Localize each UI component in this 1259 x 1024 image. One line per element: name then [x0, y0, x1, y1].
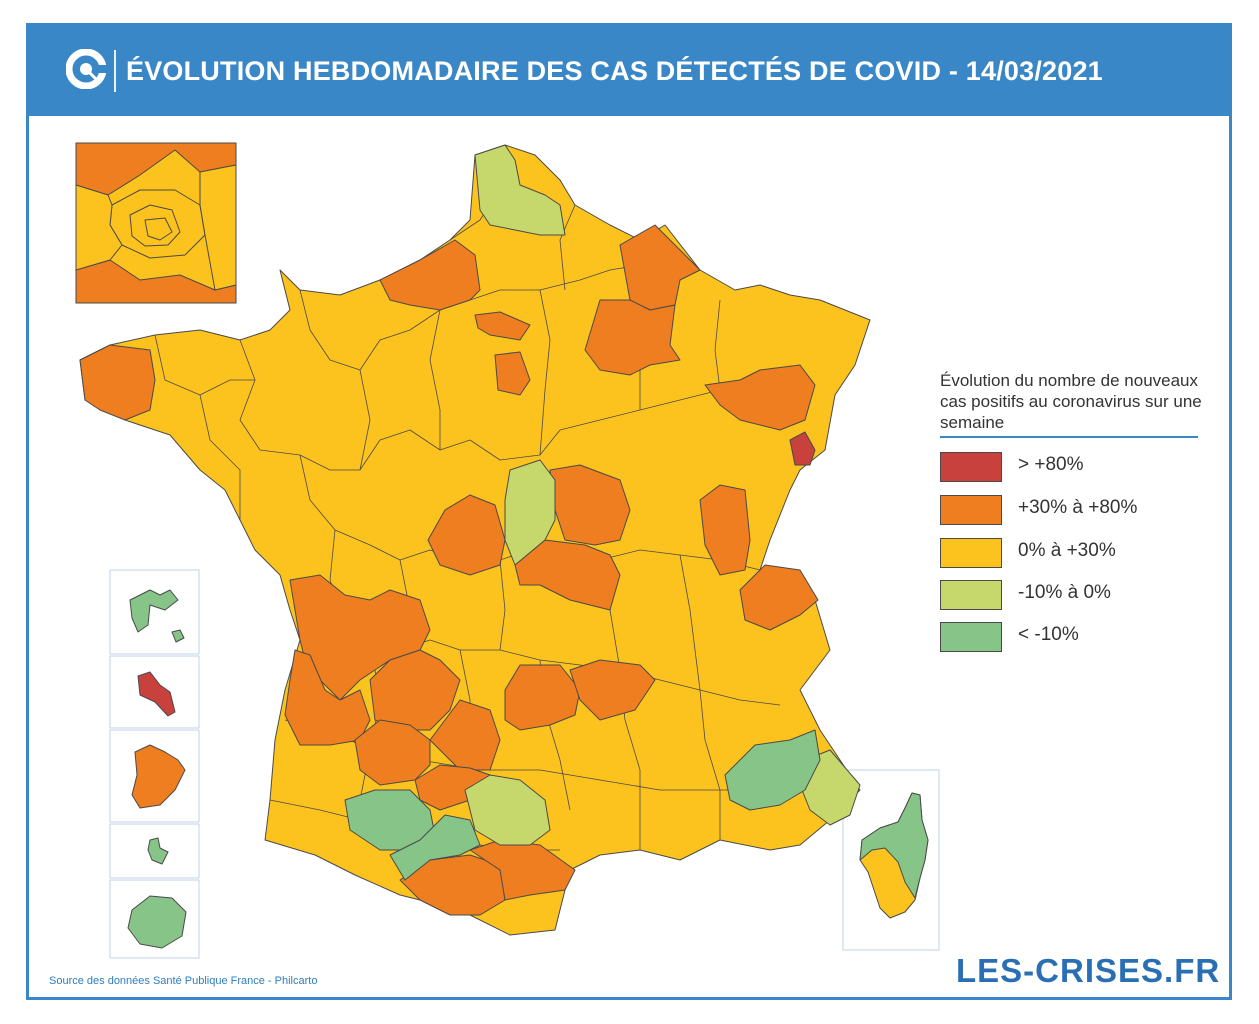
legend-title: Évolution du nombre de nouveaux cas posi… — [940, 371, 1202, 432]
legend-label: > +80% — [1018, 454, 1084, 475]
header-bar — [26, 23, 1232, 116]
legend-swatch — [940, 580, 1002, 610]
page-title: ÉVOLUTION HEBDOMADAIRE DES CAS DÉTECTÉS … — [126, 56, 1103, 86]
legend-swatch — [940, 452, 1002, 482]
legend-divider — [940, 436, 1198, 438]
les-crises-logo-icon — [66, 49, 106, 89]
legend-swatch — [940, 538, 1002, 568]
ile-de-france-inset — [75, 142, 237, 304]
departments-30-80 — [79, 224, 819, 916]
legend-label: -10% à 0% — [1018, 582, 1111, 603]
overseas-insets — [109, 569, 940, 959]
departments-over-80 — [789, 431, 816, 466]
legend-label: +30% à +80% — [1018, 497, 1138, 518]
legend-label: < -10% — [1018, 624, 1079, 645]
legend-swatch — [940, 622, 1002, 652]
legend-label: 0% à +30% — [1018, 540, 1116, 561]
legend-swatch — [940, 495, 1002, 525]
source-note: Source des données Santé Publique France… — [49, 975, 318, 987]
header-separator — [114, 50, 116, 92]
brand-logo: LES-CRISES.FR — [956, 952, 1221, 989]
departments-under-minus10 — [344, 729, 821, 881]
